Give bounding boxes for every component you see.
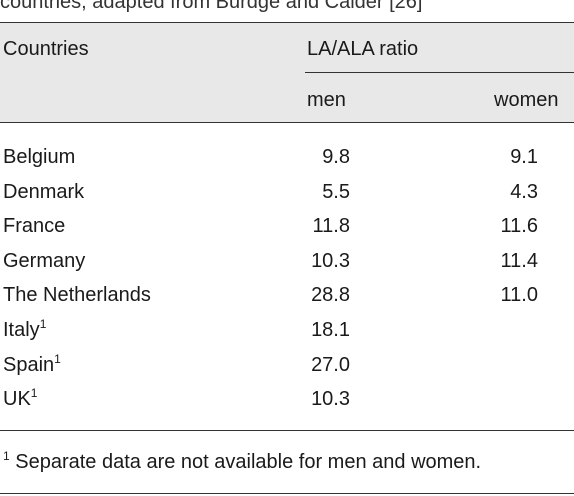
footnote-text: Separate data are not available for men … — [15, 451, 482, 473]
country-cell: Spain1 — [3, 353, 61, 377]
country-cell: The Netherlands — [3, 283, 151, 307]
rule — [0, 122, 574, 123]
rule — [305, 72, 574, 73]
men-value: 18.1 — [311, 319, 350, 341]
men-value: 5.5 — [322, 180, 350, 203]
rule — [0, 493, 574, 494]
country: The Netherlands — [3, 284, 151, 307]
country-cell: Belgium — [3, 145, 75, 169]
column-group-header: LA/ALA ratio — [307, 38, 419, 60]
rule — [0, 430, 574, 431]
women-value: 11.4 — [500, 249, 538, 272]
column-header: women — [494, 89, 559, 111]
country-cell: Denmark — [3, 180, 84, 204]
men-value: 10.3 — [311, 388, 350, 411]
country-cell: Italy1 — [3, 318, 46, 342]
country: Germany — [3, 249, 86, 272]
country-cell: France — [3, 214, 65, 238]
column-header: men — [307, 89, 346, 111]
men-value: 27.0 — [311, 353, 350, 376]
note-marker: 1 — [54, 351, 61, 366]
country: UK — [3, 388, 31, 411]
footnote-marker: 1 — [3, 449, 10, 463]
country: France — [3, 215, 66, 238]
footnote: 1 Separate data are not available for me… — [3, 450, 481, 474]
country-cell: UK1 — [3, 387, 37, 411]
country: Spain — [3, 353, 55, 376]
women-value: 9.1 — [510, 146, 538, 168]
women-value: 4.3 — [510, 180, 538, 203]
country: Italy — [3, 319, 40, 341]
women-value: 11.0 — [500, 284, 538, 307]
caption: countries, adapted from Burdge and Calde… — [0, 0, 423, 13]
note-marker: 1 — [30, 386, 38, 401]
women-value: 11.6 — [500, 215, 538, 238]
country: Denmark — [3, 180, 85, 203]
column-header: Countries — [3, 38, 89, 60]
rule — [0, 22, 574, 23]
men-value: 11.8 — [312, 215, 350, 238]
country-cell: Germany — [3, 249, 85, 273]
note-marker: 1 — [39, 317, 47, 331]
men-value: 10.3 — [311, 249, 350, 272]
country: Belgium — [3, 146, 76, 168]
men-value: 28.8 — [311, 284, 350, 307]
men-value: 9.8 — [322, 146, 350, 168]
